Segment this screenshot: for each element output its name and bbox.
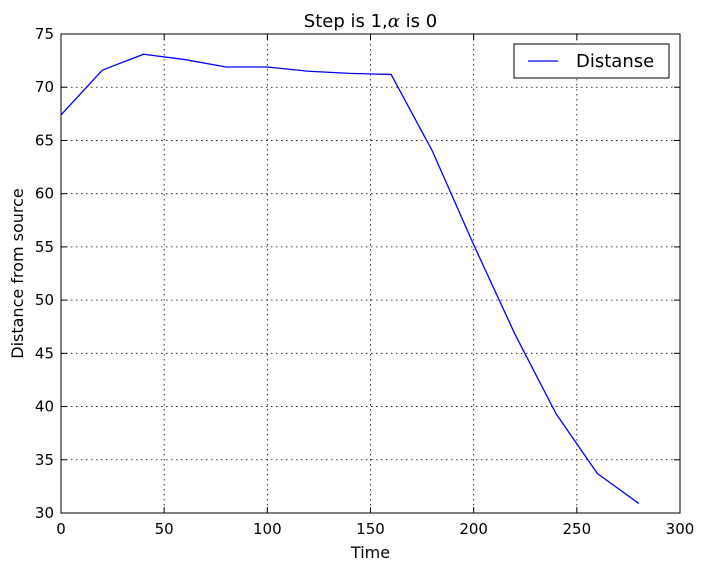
x-axis-label: Time [350, 543, 390, 562]
grid-lines [61, 34, 680, 513]
x-tick-label: 0 [56, 520, 66, 538]
y-tick-label: 50 [35, 291, 54, 309]
y-axis-label: Distance from source [8, 188, 27, 359]
y-tick-label: 30 [35, 504, 54, 522]
y-tick-label: 55 [35, 238, 54, 256]
y-tick-label: 40 [35, 398, 54, 416]
x-tick-label: 250 [563, 520, 592, 538]
title-prefix: Step is 1, [304, 11, 388, 32]
legend: Distanse [513, 43, 670, 79]
tick-labels: 0 50 100 150 200 250 300 30 35 40 45 50 55 60 65 70 75 [35, 25, 694, 538]
title-suffix: is 0 [400, 11, 437, 32]
chart-title: Step is 1,α is 0 [304, 11, 437, 32]
y-tick-label: 60 [35, 185, 54, 203]
series-line-distanse [60, 53, 640, 504]
axis-ticks [60, 33, 681, 514]
y-tick-label: 35 [35, 451, 54, 469]
title-alpha-symbol: α [388, 11, 400, 32]
x-tick-label: 100 [253, 520, 282, 538]
series-layer [60, 53, 640, 504]
y-tick-label: 45 [35, 344, 54, 362]
x-tick-label: 150 [356, 520, 385, 538]
x-tick-label: 200 [459, 520, 488, 538]
legend-label-distanse: Distanse [576, 51, 654, 72]
x-tick-label: 300 [666, 520, 695, 538]
x-tick-label: 50 [155, 520, 174, 538]
y-tick-label: 70 [35, 78, 54, 96]
y-tick-label: 65 [35, 131, 54, 149]
y-tick-label: 75 [35, 25, 54, 43]
